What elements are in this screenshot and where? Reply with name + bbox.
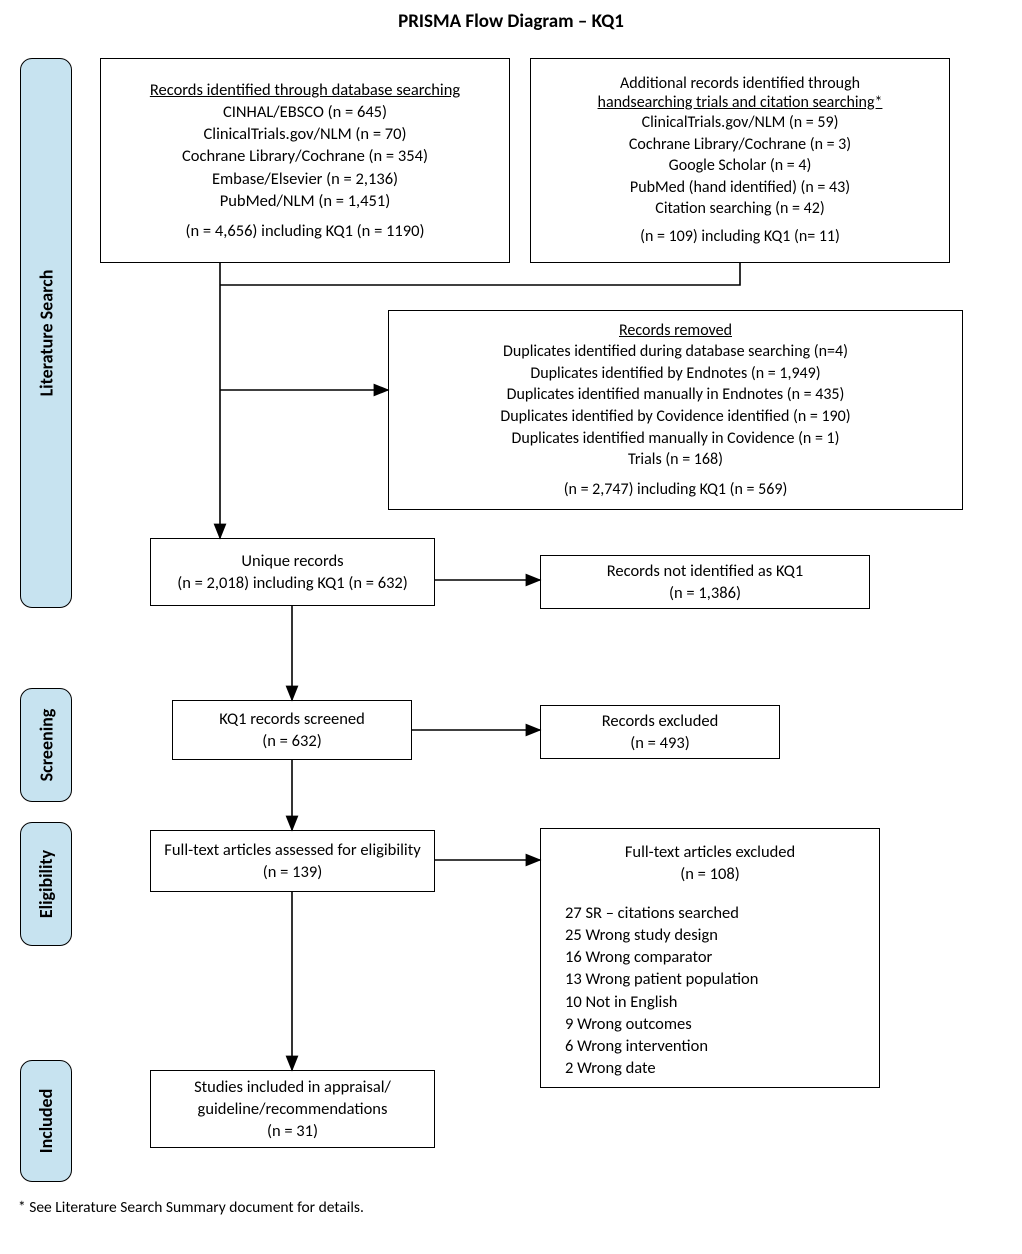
box-records-removed: Records removed Duplicates identified du… [388,310,963,510]
phase-label-text: Included [35,1089,57,1153]
box-line: KQ1 records screened [183,708,401,730]
phase-screening: Screening [20,688,72,802]
box-total: (n = 4,656) including KQ1 (n = 1190) [111,220,499,242]
box-database-search: Records identified through database sear… [100,58,510,263]
box-unique-records: Unique records (n = 2,018) including KQ1… [150,538,435,606]
phase-eligibility: Eligibility [20,822,72,946]
box-line: PubMed (hand identified) (n = 43) [541,177,939,199]
box-line: Duplicates identified during database se… [399,341,952,363]
exclusion-reason: 6 Wrong intervention [565,1035,869,1057]
box-line: Duplicates identified manually in Endnot… [399,384,952,406]
box-line: (n = 31) [161,1120,424,1142]
exclusion-reason: 2 Wrong date [565,1057,869,1079]
box-studies-included: Studies included in appraisal/ guideline… [150,1070,435,1148]
exclusion-reason: 16 Wrong comparator [565,946,869,968]
box-hand-search: Additional records identified throughhan… [530,58,950,263]
box-header: handsearching trials and citation search… [598,93,883,112]
phase-label-text: Literature Search [35,270,57,397]
box-line: Cochrane Library/Cochrane (n = 354) [111,145,499,167]
box-line: Records excluded [551,710,769,732]
box-line: Studies included in appraisal/ guideline… [161,1076,424,1121]
phase-label-text: Eligibility [35,850,57,918]
box-line: (n = 139) [161,861,424,883]
box-records-excluded: Records excluded (n = 493) [540,705,780,759]
box-line: (n = 2,018) including KQ1 (n = 632) [161,572,424,594]
box-total: (n = 2,747) including KQ1 (n = 569) [399,479,952,501]
phase-included: Included [20,1060,72,1182]
box-not-kq1: Records not identified as KQ1 (n = 1,386… [540,555,870,609]
box-line: Google Scholar (n = 4) [541,155,939,177]
box-line: Duplicates identified by Endnotes (n = 1… [399,363,952,385]
phase-label-text: Screening [35,709,57,782]
box-fulltext-assessed: Full-text articles assessed for eligibil… [150,830,435,892]
footnote: * See Literature Search Summary document… [18,1198,364,1217]
box-line: Unique records [161,550,424,572]
box-line: ClinicalTrials.gov/NLM (n = 70) [111,123,499,145]
box-header: Records identified through database sear… [150,80,460,100]
box-line: Cochrane Library/Cochrane (n = 3) [541,134,939,156]
exclusion-reason: 9 Wrong outcomes [565,1013,869,1035]
box-fulltext-excluded: Full-text articles excluded (n = 108) 27… [540,828,880,1088]
box-line: Full-text articles excluded [551,841,869,863]
diagram-title: PRISMA Flow Diagram – KQ1 [0,10,1022,33]
box-line: (n = 1,386) [551,582,859,604]
exclusion-reason: 27 SR – citations searched [565,902,869,924]
exclusion-reason: 25 Wrong study design [565,924,869,946]
box-line: Duplicates identified by Covidence ident… [399,406,952,428]
box-line: PubMed/NLM (n = 1,451) [111,190,499,212]
exclusion-reason: 10 Not in English [565,991,869,1013]
box-line: Duplicates identified manually in Covide… [399,428,952,450]
box-line: ClinicalTrials.gov/NLM (n = 59) [541,112,939,134]
box-line: (n = 493) [551,732,769,754]
box-line: Embase/Elsevier (n = 2,136) [111,168,499,190]
box-line: Citation searching (n = 42) [541,198,939,220]
box-kq1-screened: KQ1 records screened (n = 632) [172,700,412,760]
box-line: (n = 632) [183,730,401,752]
box-line: Records not identified as KQ1 [551,560,859,582]
box-header: Records removed [619,321,732,340]
box-line: Full-text articles assessed for eligibil… [161,839,424,861]
box-total: (n = 109) including KQ1 (n= 11) [541,226,939,248]
box-line: CINHAL/EBSCO (n = 645) [111,101,499,123]
exclusion-reason: 13 Wrong patient population [565,968,869,990]
phase-literature-search: Literature Search [20,58,72,608]
box-line: Trials (n = 168) [399,449,952,471]
box-line: (n = 108) [551,863,869,885]
